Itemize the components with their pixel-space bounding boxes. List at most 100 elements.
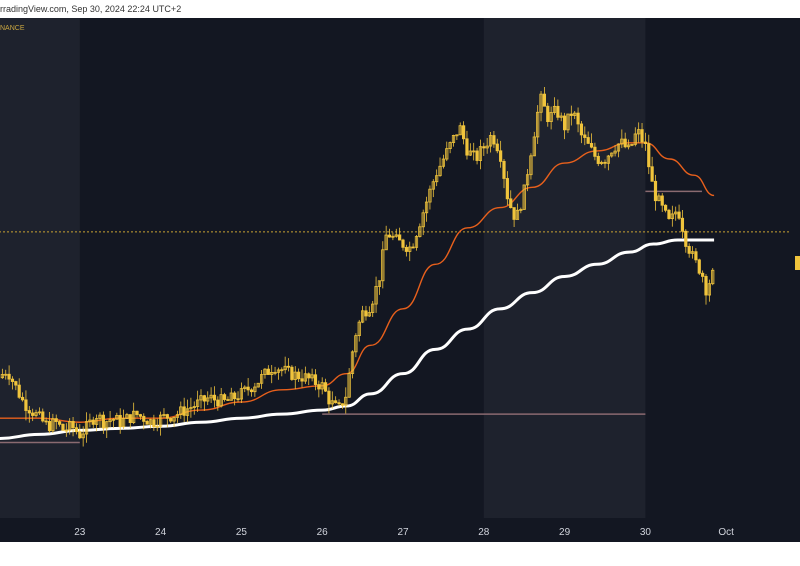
candle-body: [293, 371, 297, 380]
weekend-bands: [0, 18, 646, 518]
x-tick-label: 23: [74, 527, 86, 538]
candle-body: [505, 178, 509, 200]
candle-body: [475, 150, 479, 161]
candle-body: [10, 378, 15, 382]
candle-body: [108, 419, 112, 423]
candle-body: [330, 400, 334, 405]
candle-body: [142, 415, 146, 422]
candle-body: [515, 209, 520, 220]
candle-body: [152, 419, 156, 428]
candle-body: [701, 272, 705, 277]
candle-body: [401, 239, 405, 248]
candle-body: [640, 129, 644, 143]
price-tag[interactable]: [795, 256, 800, 270]
candle-body: [135, 410, 139, 415]
x-tick-label: 24: [155, 527, 167, 538]
candle-body: [105, 421, 109, 429]
candle-body: [418, 226, 422, 237]
x-tick-label: 25: [236, 527, 248, 538]
candle-body: [620, 138, 624, 145]
candle-body: [522, 184, 526, 210]
candle-body: [37, 411, 42, 414]
candle-body: [286, 365, 291, 368]
candle-body: [148, 419, 153, 425]
candle-body: [495, 143, 499, 152]
candle-body: [384, 234, 388, 251]
candle-body: [202, 395, 206, 402]
candle-body: [488, 135, 493, 147]
candle-body: [573, 112, 577, 116]
candle-body: [91, 419, 95, 425]
candle-body: [323, 382, 328, 392]
candle-body: [253, 386, 257, 393]
bottom-margin: [0, 542, 800, 566]
candle-body: [273, 371, 277, 374]
candle-body: [546, 105, 550, 123]
candle-body: [47, 421, 52, 432]
candle-body: [367, 312, 371, 317]
candle-body: [445, 148, 449, 160]
candle-body: [492, 135, 496, 145]
x-axis-ticks: 2324252627282930Oct2: [74, 527, 734, 538]
exchange-label: NANCE: [0, 25, 25, 32]
x-tick-label: 26: [317, 527, 329, 538]
candle-body: [529, 155, 533, 176]
x-tick-label: 27: [397, 527, 409, 538]
candle-body: [616, 143, 621, 152]
candle-body: [24, 399, 28, 411]
plot-area[interactable]: [0, 18, 800, 518]
candle-body: [246, 386, 250, 391]
x-tick-label: 29: [559, 527, 571, 538]
candle-body: [81, 433, 85, 439]
candle-body: [637, 129, 641, 135]
candle-body: [334, 400, 338, 404]
x-axis-area[interactable]: [0, 518, 800, 542]
candle-body: [680, 217, 685, 232]
ema-line-fast: [0, 142, 715, 423]
candle-body: [600, 161, 604, 164]
candle-body: [626, 144, 631, 148]
candle-body: [162, 414, 166, 416]
candle-body: [563, 115, 567, 131]
candle-body: [664, 204, 668, 211]
candle-body: [502, 160, 506, 179]
candle-body: [347, 373, 351, 398]
candle-body: [7, 373, 11, 380]
candle-body: [259, 374, 264, 384]
candle-body: [593, 146, 597, 157]
candle-body: [465, 138, 469, 156]
candle-body: [233, 392, 237, 400]
candle-body: [185, 408, 190, 416]
candle-body: [532, 136, 536, 157]
candle-body: [145, 420, 149, 425]
candle-body: [499, 150, 503, 162]
candle-body: [435, 175, 439, 183]
candle-body: [458, 125, 462, 136]
candle-body: [364, 310, 368, 317]
candle-body: [589, 143, 594, 148]
candle-body: [182, 406, 186, 416]
candle-body: [20, 396, 25, 401]
candle-body: [125, 414, 129, 419]
candle-body: [455, 134, 459, 137]
candle-body: [371, 303, 375, 313]
candle-body: [192, 406, 196, 409]
candle-body: [310, 374, 314, 379]
candle-body: [398, 234, 402, 241]
candle-body: [337, 402, 341, 405]
candle-body: [270, 372, 274, 375]
x-tick-label: Oct: [718, 527, 734, 538]
candle-body: [630, 143, 634, 146]
candle-body: [536, 111, 540, 138]
candle-body: [566, 113, 570, 131]
candle-body: [623, 138, 627, 148]
candle-body: [674, 211, 678, 215]
candle-body: [586, 137, 590, 144]
candle-body: [408, 246, 412, 252]
candle-body: [64, 429, 68, 432]
candle-body: [357, 321, 361, 337]
candle-body: [27, 410, 31, 414]
candle-body: [128, 414, 132, 424]
candle-body: [482, 146, 486, 149]
